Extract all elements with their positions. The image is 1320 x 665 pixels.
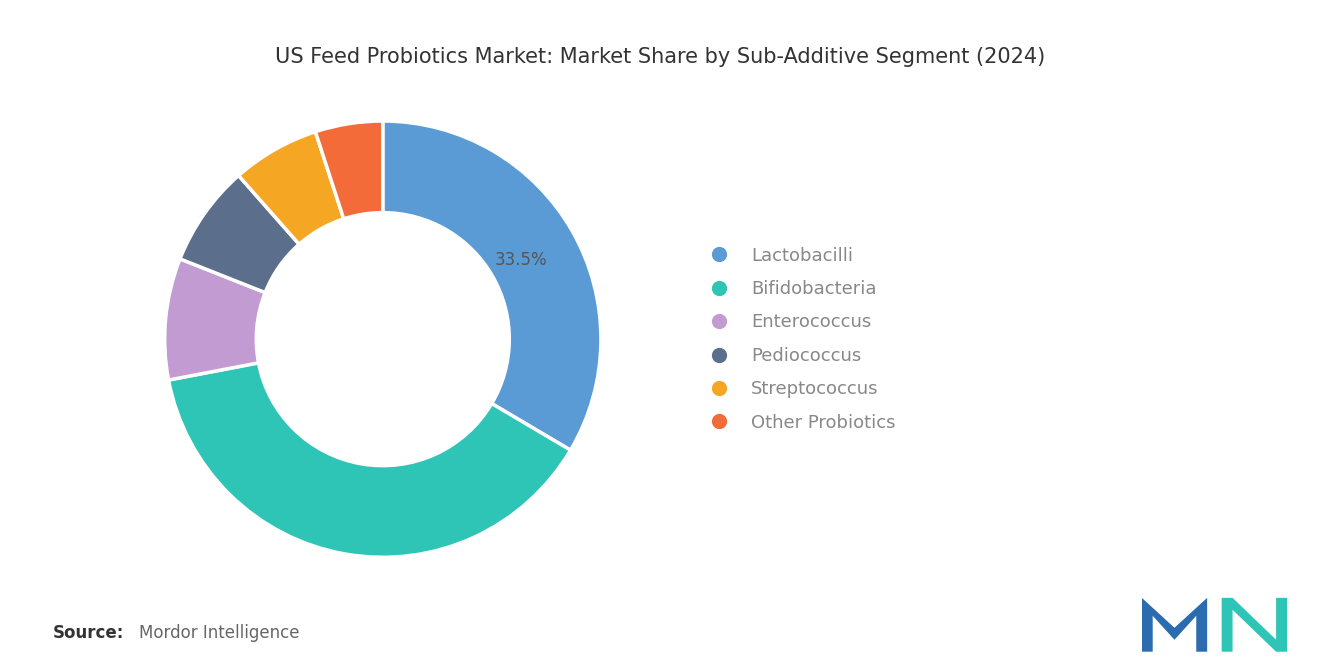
Wedge shape [383,121,601,450]
Text: Source:: Source: [53,624,124,642]
Polygon shape [1222,598,1287,652]
Wedge shape [315,121,383,219]
Wedge shape [180,176,300,293]
Wedge shape [165,259,265,380]
Polygon shape [1142,598,1206,652]
Text: US Feed Probiotics Market: Market Share by Sub-Additive Segment (2024): US Feed Probiotics Market: Market Share … [275,47,1045,66]
Text: Mordor Intelligence: Mordor Intelligence [139,624,300,642]
Text: 33.5%: 33.5% [495,251,548,269]
Wedge shape [239,132,343,244]
Wedge shape [169,363,570,557]
Legend: Lactobacilli, Bifidobacteria, Enterococcus, Pediococcus, Streptococcus, Other Pr: Lactobacilli, Bifidobacteria, Enterococc… [692,238,904,440]
